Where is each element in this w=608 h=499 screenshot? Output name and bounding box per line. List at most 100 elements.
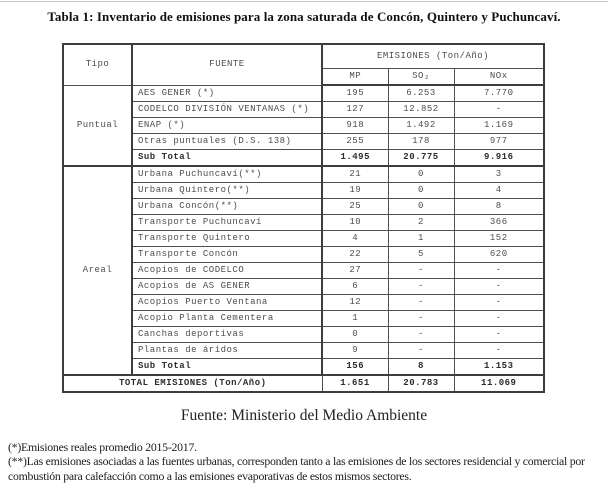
table-row: Otras puntuales (D.S. 138) 255 178 977 [63, 133, 545, 150]
cell-so2: 0 [387, 198, 455, 215]
table-row: CODELCO DIVISIÓN VENTANAS (*) 127 12.852… [63, 101, 545, 118]
header-so2: SO₂ [387, 68, 455, 86]
table-row: Areal Urbana Puchuncaví(**) 21 0 3 [62, 165, 545, 376]
table-row: Acopios Puerto Ventana 12 - - [63, 294, 545, 311]
cell-fuente: CODELCO DIVISIÓN VENTANAS (*) [131, 101, 323, 118]
table-row: Urbana Quintero(**) 19 0 4 [63, 182, 545, 199]
cell-nox: 1.169 [453, 117, 545, 134]
cell-mp: 6 [321, 278, 389, 295]
table-row: Acopios de AS GENER 6 - - [63, 278, 545, 295]
cell-nox: 7.770 [453, 84, 545, 102]
table-title: Tabla 1: Inventario de emisiones para la… [47, 9, 561, 24]
subtotal-row: Sub Total 156 8 1.153 [63, 358, 545, 376]
cell-nox: 1.153 [453, 358, 545, 376]
cell-nox: 4 [453, 182, 545, 199]
cell-nox: 8 [453, 198, 545, 215]
cell-mp: 12 [321, 294, 389, 311]
cell-so2: 2 [387, 214, 455, 231]
cell-fuente: Urbana Concón(**) [131, 198, 323, 215]
cell-nox: - [453, 342, 545, 359]
table-row: Urbana Concón(**) 25 0 8 [63, 198, 545, 215]
cell-mp: 9 [321, 342, 389, 359]
cell-nox: - [453, 101, 545, 118]
header-nox: NOx [453, 68, 545, 86]
table-row: ENAP (*) 918 1.492 1.169 [63, 117, 545, 134]
tipo-group-puntual: Puntual [62, 84, 133, 167]
tipo-group-areal: Areal [62, 165, 133, 376]
header-tipo: Tipo [62, 43, 133, 86]
table-row: Acopio Planta Cementera 1 - - [63, 310, 545, 327]
cell-mp: 4 [321, 230, 389, 247]
header-mp: MP [321, 68, 389, 86]
cell-fuente: AES GENER (*) [131, 84, 323, 102]
cell-fuente: Urbana Puchuncaví(**) [131, 165, 323, 183]
cell-fuente: Acopios de CODELCO [131, 262, 323, 279]
cell-nox: - [453, 294, 545, 311]
header-fuente: FUENTE [131, 43, 323, 86]
header-row-1: Tipo FUENTE EMISIONES (Ton/Año) [62, 43, 545, 86]
cell-so2: - [387, 294, 455, 311]
total-mp: 1.651 [321, 374, 389, 393]
cell-nox: 620 [453, 246, 545, 263]
cell-nox: - [453, 262, 545, 279]
cell-so2: 1 [387, 230, 455, 247]
cell-fuente: Sub Total [131, 149, 323, 167]
footnotes: (*)Emisiones reales promedio 2015-2017. … [8, 440, 600, 483]
table-row: Transporte Quintero 4 1 152 [63, 230, 545, 247]
cell-fuente: Urbana Quintero(**) [131, 182, 323, 199]
table-row: Puntual AES GENER (*) 195 6.253 7.770 [62, 84, 545, 167]
source-attribution: Fuente: Ministerio del Medio Ambiente [180, 407, 428, 424]
table-row: Plantas de áridos 9 - - [63, 342, 545, 359]
cell-so2: 178 [387, 133, 455, 150]
cell-so2: - [387, 342, 455, 359]
table-row: Acopios de CODELCO 27 - - [63, 262, 545, 279]
cell-fuente: Canchas deportivas [131, 326, 323, 343]
cell-nox: - [453, 278, 545, 295]
cell-fuente: Otras puntuales (D.S. 138) [131, 133, 323, 150]
cell-so2: - [387, 326, 455, 343]
total-row: TOTAL EMISIONES (Ton/Año) 1.651 20.783 1… [62, 374, 545, 393]
cell-nox: 152 [453, 230, 545, 247]
cell-so2: 12.852 [387, 101, 455, 118]
cell-fuente: Transporte Quintero [131, 230, 323, 247]
cell-mp: 0 [321, 326, 389, 343]
table-row: Transporte Puchuncaví 10 2 366 [63, 214, 545, 231]
total-label: TOTAL EMISIONES (Ton/Año) [62, 374, 323, 393]
cell-fuente: Transporte Puchuncaví [131, 214, 323, 231]
subtotal-row: Sub Total 1.495 20.775 9.916 [63, 149, 545, 167]
cell-so2: 5 [387, 246, 455, 263]
cell-nox: 9.916 [453, 149, 545, 167]
cell-so2: 0 [387, 182, 455, 199]
cell-fuente: Acopio Planta Cementera [131, 310, 323, 327]
cell-mp: 27 [321, 262, 389, 279]
cell-so2: 6.253 [387, 84, 455, 102]
cell-so2: 8 [387, 358, 455, 376]
cell-fuente: Acopios de AS GENER [131, 278, 323, 295]
total-so2: 20.783 [387, 374, 455, 393]
page-top-rule [0, 1, 608, 2]
cell-mp: 21 [321, 165, 389, 183]
cell-so2: 1.492 [387, 117, 455, 134]
cell-so2: - [387, 278, 455, 295]
cell-so2: 0 [387, 165, 455, 183]
cell-mp: 918 [321, 117, 389, 134]
cell-fuente: Plantas de áridos [131, 342, 323, 359]
cell-nox: 3 [453, 165, 545, 183]
cell-mp: 22 [321, 246, 389, 263]
cell-mp: 195 [321, 84, 389, 102]
cell-mp: 156 [321, 358, 389, 376]
cell-so2: 20.775 [387, 149, 455, 167]
cell-so2: - [387, 310, 455, 327]
header-emisiones: EMISIONES (Ton/Año) [321, 43, 545, 69]
cell-mp: 1 [321, 310, 389, 327]
cell-so2: - [387, 262, 455, 279]
cell-nox: 977 [453, 133, 545, 150]
cell-nox: - [453, 310, 545, 327]
cell-nox: - [453, 326, 545, 343]
cell-fuente: ENAP (*) [131, 117, 323, 134]
footnote-2: (**)Las emisiones asociadas a las fuente… [8, 454, 585, 483]
cell-mp: 19 [321, 182, 389, 199]
cell-mp: 127 [321, 101, 389, 118]
cell-mp: 255 [321, 133, 389, 150]
cell-nox: 366 [453, 214, 545, 231]
